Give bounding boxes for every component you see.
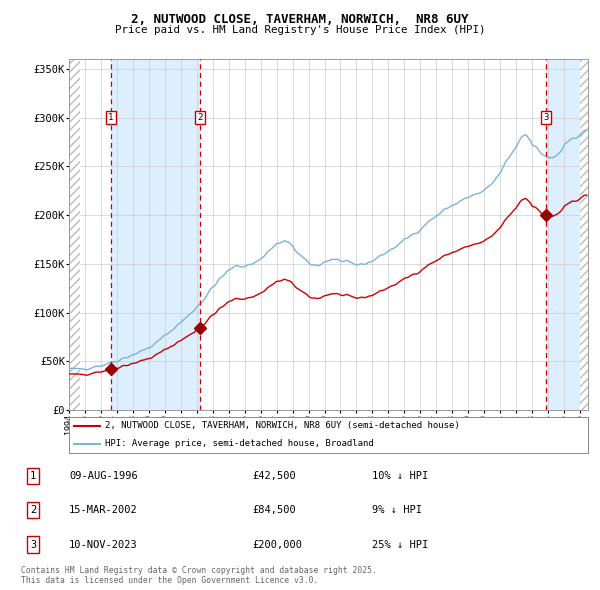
Bar <box>546 59 588 410</box>
Text: 3: 3 <box>543 113 548 122</box>
Text: 2, NUTWOOD CLOSE, TAVERHAM, NORWICH, NR8 6UY (semi-detached house): 2, NUTWOOD CLOSE, TAVERHAM, NORWICH, NR8… <box>106 421 460 430</box>
Text: 1: 1 <box>30 471 36 481</box>
Text: £200,000: £200,000 <box>252 540 302 549</box>
Text: Price paid vs. HM Land Registry's House Price Index (HPI): Price paid vs. HM Land Registry's House … <box>115 25 485 35</box>
Text: 9% ↓ HPI: 9% ↓ HPI <box>372 506 422 515</box>
Bar <box>580 59 588 410</box>
Text: 2: 2 <box>30 506 36 515</box>
Text: 1: 1 <box>108 113 113 122</box>
Text: 2, NUTWOOD CLOSE, TAVERHAM, NORWICH,  NR8 6UY: 2, NUTWOOD CLOSE, TAVERHAM, NORWICH, NR8… <box>131 13 469 26</box>
Text: 09-AUG-1996: 09-AUG-1996 <box>69 471 138 481</box>
Text: Contains HM Land Registry data © Crown copyright and database right 2025.
This d: Contains HM Land Registry data © Crown c… <box>21 566 377 585</box>
Text: 2: 2 <box>197 113 203 122</box>
Text: £84,500: £84,500 <box>252 506 296 515</box>
Text: 25% ↓ HPI: 25% ↓ HPI <box>372 540 428 549</box>
Bar <box>110 59 200 410</box>
Bar <box>69 59 80 410</box>
Text: 3: 3 <box>30 540 36 549</box>
Text: 10-NOV-2023: 10-NOV-2023 <box>69 540 138 549</box>
Text: 15-MAR-2002: 15-MAR-2002 <box>69 506 138 515</box>
Text: HPI: Average price, semi-detached house, Broadland: HPI: Average price, semi-detached house,… <box>106 440 374 448</box>
Text: 10% ↓ HPI: 10% ↓ HPI <box>372 471 428 481</box>
Text: £42,500: £42,500 <box>252 471 296 481</box>
